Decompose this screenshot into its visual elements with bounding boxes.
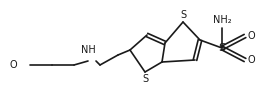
Text: O: O <box>9 60 17 70</box>
Text: NH: NH <box>81 45 95 55</box>
Text: S: S <box>180 10 186 20</box>
Text: S: S <box>219 43 225 53</box>
Text: O: O <box>248 31 256 41</box>
Text: S: S <box>142 74 148 84</box>
Text: NH₂: NH₂ <box>213 15 231 25</box>
Text: O: O <box>248 55 256 65</box>
